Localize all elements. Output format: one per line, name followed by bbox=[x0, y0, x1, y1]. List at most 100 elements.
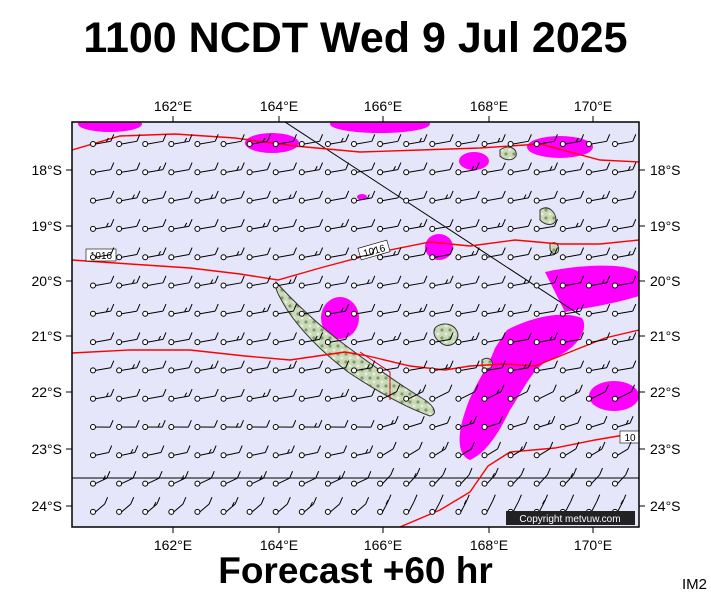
wind-barb bbox=[429, 247, 454, 261]
wind-barb bbox=[481, 415, 504, 430]
wind-barb bbox=[559, 247, 585, 261]
wind-barb bbox=[168, 360, 193, 374]
grande-terre-island bbox=[275, 281, 435, 417]
lat-label: 20°S bbox=[31, 273, 62, 289]
isobar bbox=[72, 329, 639, 371]
wind-barb bbox=[559, 332, 585, 346]
wind-barb bbox=[612, 190, 637, 204]
wind-barb bbox=[90, 219, 115, 232]
wind-barb bbox=[272, 332, 297, 346]
wind-barb bbox=[585, 134, 611, 147]
wind-barb bbox=[455, 162, 480, 176]
wind-barb bbox=[481, 303, 506, 317]
wind-barb bbox=[324, 162, 350, 176]
wind-barb bbox=[351, 445, 374, 459]
lat-label: 23°S bbox=[650, 441, 681, 457]
wind-barb bbox=[403, 190, 428, 204]
wind-barb bbox=[246, 247, 271, 261]
wind-barb bbox=[168, 219, 193, 232]
wind-barb bbox=[194, 388, 219, 402]
wind-barb bbox=[90, 470, 111, 487]
wind-barb bbox=[481, 275, 506, 289]
wind-barb bbox=[324, 303, 350, 317]
wind-barb bbox=[298, 275, 324, 289]
wind-barb bbox=[298, 303, 324, 317]
wind-barb bbox=[455, 303, 480, 317]
wind-barb bbox=[377, 415, 399, 430]
wind-barb bbox=[351, 247, 376, 261]
wind-barb bbox=[168, 247, 193, 261]
wind-barb bbox=[116, 219, 141, 232]
lat-label: 24°S bbox=[31, 498, 62, 514]
wind-barb bbox=[403, 275, 428, 289]
wind-barb bbox=[246, 275, 271, 289]
wind-barb bbox=[194, 219, 219, 232]
wind-barb bbox=[403, 303, 428, 317]
wind-barb bbox=[351, 332, 376, 346]
wind-barb bbox=[429, 190, 454, 204]
wind-barb bbox=[142, 247, 167, 261]
wind-barb bbox=[533, 467, 551, 487]
wind-barb bbox=[429, 360, 454, 374]
wind-barb bbox=[403, 219, 428, 232]
wind-barb bbox=[194, 303, 219, 317]
wind-barb bbox=[559, 190, 585, 204]
wind-barb bbox=[168, 275, 193, 289]
wind-barb bbox=[559, 415, 582, 430]
wind-barb bbox=[298, 419, 323, 430]
wind-barb bbox=[220, 303, 245, 317]
wind-barb bbox=[533, 384, 557, 402]
precip-area bbox=[545, 265, 639, 312]
wind-barb bbox=[533, 415, 556, 430]
precip-area bbox=[459, 152, 489, 170]
wind-barb bbox=[298, 388, 324, 402]
wind-barb bbox=[246, 219, 271, 232]
wind-barb bbox=[559, 303, 585, 317]
wind-barb bbox=[116, 332, 141, 346]
wind-barb bbox=[429, 275, 454, 289]
lon-label: 168°E bbox=[470, 98, 508, 114]
wind-barb bbox=[142, 275, 167, 289]
wind-barb bbox=[481, 247, 506, 261]
precip-area bbox=[357, 194, 367, 200]
wind-barb bbox=[377, 190, 402, 204]
wind-barb bbox=[220, 332, 245, 346]
wind-barb bbox=[481, 384, 505, 402]
wind-barb bbox=[429, 441, 449, 459]
wind-barb bbox=[403, 384, 427, 402]
wind-barb bbox=[585, 219, 611, 232]
wind-barb bbox=[168, 496, 187, 515]
wind-barb bbox=[377, 247, 402, 261]
wind-barb bbox=[220, 445, 243, 459]
copyright-text: Copyright metvuw.com bbox=[519, 514, 620, 525]
lon-label: 166°E bbox=[364, 537, 402, 553]
lon-label: 162°E bbox=[154, 98, 192, 114]
wind-barb bbox=[90, 445, 113, 459]
wind-barb bbox=[220, 134, 245, 147]
wind-barb bbox=[90, 134, 115, 147]
wind-barb bbox=[194, 445, 217, 459]
wind-barb bbox=[612, 134, 637, 147]
wind-barb bbox=[90, 332, 115, 346]
wind-barb bbox=[377, 441, 397, 459]
wind-barb bbox=[168, 419, 192, 430]
wind-barb bbox=[481, 360, 506, 374]
lon-label: 166°E bbox=[364, 98, 402, 114]
wind-barb bbox=[612, 441, 632, 459]
wind-barb bbox=[116, 445, 139, 459]
wind-barb bbox=[533, 219, 558, 232]
wind-barb bbox=[533, 134, 558, 147]
wind-barb bbox=[481, 467, 499, 487]
wind-barb bbox=[585, 275, 611, 289]
wind-barb bbox=[507, 190, 532, 204]
wind-barb bbox=[142, 419, 166, 430]
wind-barb bbox=[377, 303, 402, 317]
wind-barb bbox=[116, 134, 141, 147]
lon-label: 164°E bbox=[260, 98, 298, 114]
wind-barb bbox=[168, 445, 191, 459]
precip-area bbox=[330, 122, 430, 133]
border-line bbox=[359, 351, 391, 400]
lat-label: 24°S bbox=[650, 498, 681, 514]
wind-barb bbox=[142, 332, 167, 346]
wind-barb bbox=[455, 219, 480, 232]
